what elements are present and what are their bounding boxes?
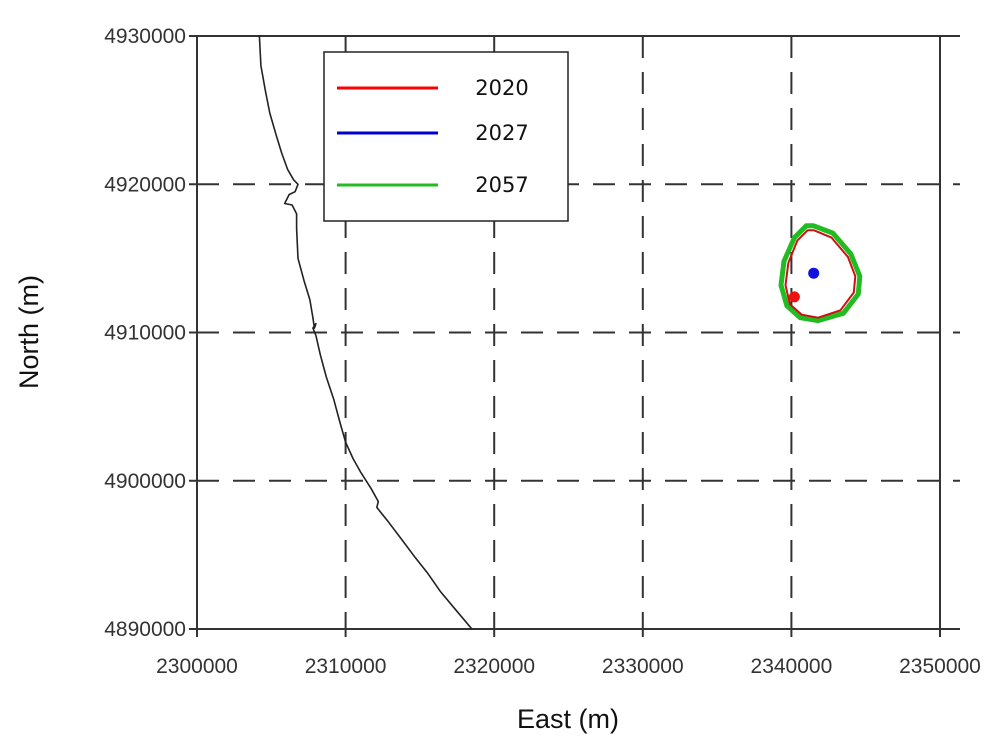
grid — [196, 35, 960, 630]
x-tick-label: 2320000 — [453, 655, 535, 678]
legend-label-2057: 2057 — [475, 173, 528, 197]
x-tick-label: 2350000 — [899, 655, 981, 678]
contour-2020 — [784, 229, 857, 319]
y-tick-label: 4910000 — [104, 322, 186, 345]
contour-2057 — [778, 223, 863, 324]
coastline-line — [258, 35, 473, 630]
legend-label-2020: 2020 — [475, 76, 528, 100]
y-tick-label: 4900000 — [104, 470, 186, 493]
legend-box — [323, 51, 569, 222]
legend: 2020 2027 2057 — [323, 51, 569, 222]
y-tick-label: 4930000 — [104, 25, 186, 48]
x-tick-label: 2310000 — [305, 655, 387, 678]
point-2020 — [788, 291, 800, 303]
x-axis-label: East (m) — [517, 704, 619, 734]
x-tick-label: 2330000 — [602, 655, 684, 678]
x-tick-label: 2300000 — [156, 655, 238, 678]
point-2027 — [808, 267, 820, 279]
y-tick-label: 4890000 — [104, 618, 186, 641]
y-axis-label: North (m) — [14, 275, 44, 389]
x-tick-label: 2340000 — [751, 655, 833, 678]
plot-area — [258, 35, 863, 630]
legend-label-2027: 2027 — [475, 121, 528, 145]
y-tick-label: 4920000 — [104, 173, 186, 196]
axis-ticks: 2300000 2310000 2320000 2330000 2340000 23500… — [104, 25, 981, 678]
